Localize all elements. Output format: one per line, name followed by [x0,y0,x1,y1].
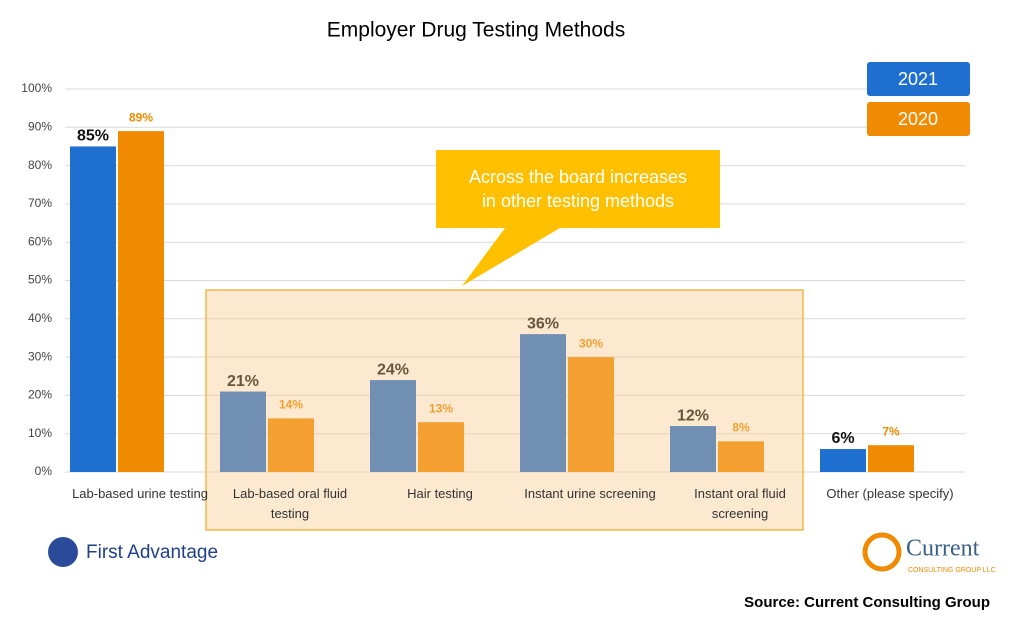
x-tick-label: Lab-based urine testing [72,486,208,501]
logo-left: First Advantage [48,537,218,567]
source: Source: Current Consulting Group [744,594,990,611]
y-tick-label: 30% [28,349,52,363]
y-tick-label: 80% [28,158,52,172]
bar [220,391,266,472]
data-label: 13% [429,401,453,415]
data-label: 85% [77,128,109,145]
bar [868,445,914,472]
bar [520,334,566,472]
chart-title: Employer Drug Testing Methods [327,19,625,42]
x-tick-label: Instant urine screening [524,486,656,501]
data-label: 14% [279,398,303,412]
bar [418,422,464,472]
y-tick-label: 70% [28,196,52,210]
y-tick-label: 90% [28,119,52,133]
data-label: 6% [831,430,854,447]
bar [670,426,716,472]
bar [370,380,416,472]
x-tick-label: Instant oral fluid screening [694,486,786,521]
legend-swatch [867,62,970,96]
callout [436,150,720,286]
y-tick-label: 0% [35,464,53,478]
y-tick-label: 20% [28,388,52,402]
logo-mark [48,537,78,567]
y-tick-label: 10% [28,426,52,440]
legend-label: 2020 [898,109,938,129]
bar [118,131,164,472]
y-tick-label: 100% [21,81,52,95]
data-label: 89% [129,110,153,124]
data-label: 24% [377,361,409,378]
legend-swatch [867,102,970,136]
y-tick-label: 40% [28,311,52,325]
annotation: in other testing methods [482,191,674,211]
x-tick-label: Hair testing [407,486,473,501]
data-label: 7% [882,424,900,438]
data-label: 21% [227,373,259,390]
bar [268,418,314,472]
legend-label: 2021 [898,69,938,89]
x-tick-label: Other (please specify) [826,486,954,501]
data-label: 30% [579,336,603,350]
logo-text: First Advantage [86,542,218,563]
y-tick-label: 50% [28,273,52,287]
data-label: 36% [527,315,559,332]
logo-mark [862,532,902,572]
logo-text: Current [906,536,980,562]
data-label: 8% [732,421,750,435]
bar [820,449,866,472]
x-tick-label: Lab-based oral fluid testing [232,486,348,521]
bar [568,357,614,472]
logo-subtext: CONSULTING GROUP LLC [908,567,996,574]
bar [70,146,116,472]
y-tick-label: 60% [28,234,52,248]
highlight-box [205,289,804,531]
annotation: Across the board increases [469,167,687,187]
bar [718,441,764,472]
data-label: 12% [677,407,709,424]
